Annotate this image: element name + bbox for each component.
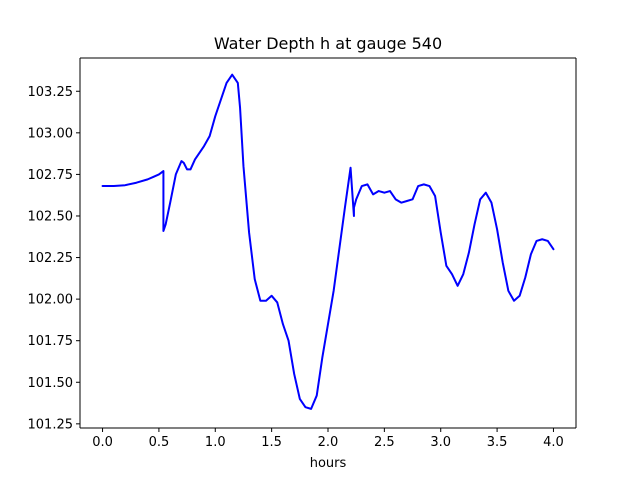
y-tick-label: 102.00: [28, 293, 74, 308]
x-tick-label: 0.5: [149, 435, 170, 450]
x-tick-label: 2.0: [318, 435, 339, 450]
y-tick-label: 101.25: [28, 417, 74, 432]
y-tick-label: 102.50: [28, 209, 74, 224]
y-tick-label: 101.50: [28, 376, 74, 391]
y-tick-label: 102.75: [28, 168, 74, 183]
y-axis-ticks: 101.25 101.50 101.75 102.00 102.25 102.50 102.…: [28, 85, 80, 432]
x-tick-label: 4.0: [543, 435, 564, 450]
x-tick-label: 3.5: [487, 435, 508, 450]
plot-area: [79, 57, 577, 429]
chart-title: Water Depth h at gauge 540: [214, 34, 442, 53]
y-tick-label: 102.25: [28, 251, 74, 266]
series-line-0: [101, 73, 555, 410]
x-axis-label: hours: [310, 456, 347, 471]
y-tick-label: 103.25: [28, 85, 74, 100]
y-tick-label: 101.75: [28, 334, 74, 349]
x-tick-label: 3.0: [430, 435, 451, 450]
x-tick-label: 0.0: [92, 435, 113, 450]
x-tick-label: 1.0: [205, 435, 226, 450]
x-tick-label: 2.5: [374, 435, 395, 450]
x-tick-label: 1.5: [261, 435, 282, 450]
y-tick-label: 103.00: [28, 126, 74, 141]
x-axis-ticks: 0.0 0.5 1.0 1.5 2.0 2.5 3.0 3.5 4.0: [92, 428, 564, 450]
